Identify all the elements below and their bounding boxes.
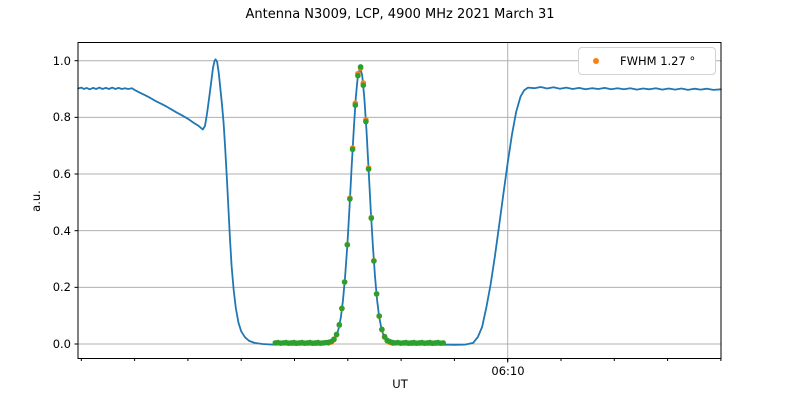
data-samples-point (352, 102, 359, 108)
y-tick-label: 0.2 (52, 280, 71, 295)
y-tick-label: 1.0 (52, 53, 71, 68)
y-axis-label: a.u. (29, 190, 43, 212)
x-axis-label: UT (392, 377, 408, 391)
data-samples-point (355, 72, 361, 79)
x-tick-label: 06:10 (491, 364, 525, 378)
data-samples-point (331, 336, 337, 343)
y-tick-label: 0.6 (52, 167, 71, 182)
data-samples-point (333, 331, 340, 338)
data-samples-point (344, 242, 351, 248)
antenna-signal-line (77, 58, 722, 346)
data-samples-point (440, 340, 447, 346)
data-samples-point (349, 146, 356, 153)
data-samples-point (368, 215, 375, 221)
data-samples-point (360, 82, 367, 89)
data-samples-point (373, 291, 380, 297)
legend-label: FWHM 1.27 ° (620, 54, 696, 68)
data-samples-point (379, 326, 385, 333)
data-samples-point (365, 166, 372, 172)
axes-spines (77, 42, 722, 359)
data-samples-point (336, 321, 343, 328)
y-tick-label: 0.8 (52, 110, 71, 125)
chart-title: Antenna N3009, LCP, 4900 MHz 2021 March … (245, 7, 555, 22)
y-tick-label: 0.0 (52, 337, 71, 351)
data-samples-point (371, 258, 377, 264)
data-samples-point (363, 118, 369, 125)
data-samples-point (339, 305, 345, 312)
data-samples-point (376, 313, 383, 319)
legend: FWHM 1.27 ° (578, 47, 716, 75)
data-samples-point (357, 64, 364, 70)
y-tick-label: 0.4 (52, 223, 71, 238)
data-samples-point (341, 279, 348, 285)
fit-marker-icon (593, 58, 599, 64)
data-samples-point (347, 196, 353, 202)
